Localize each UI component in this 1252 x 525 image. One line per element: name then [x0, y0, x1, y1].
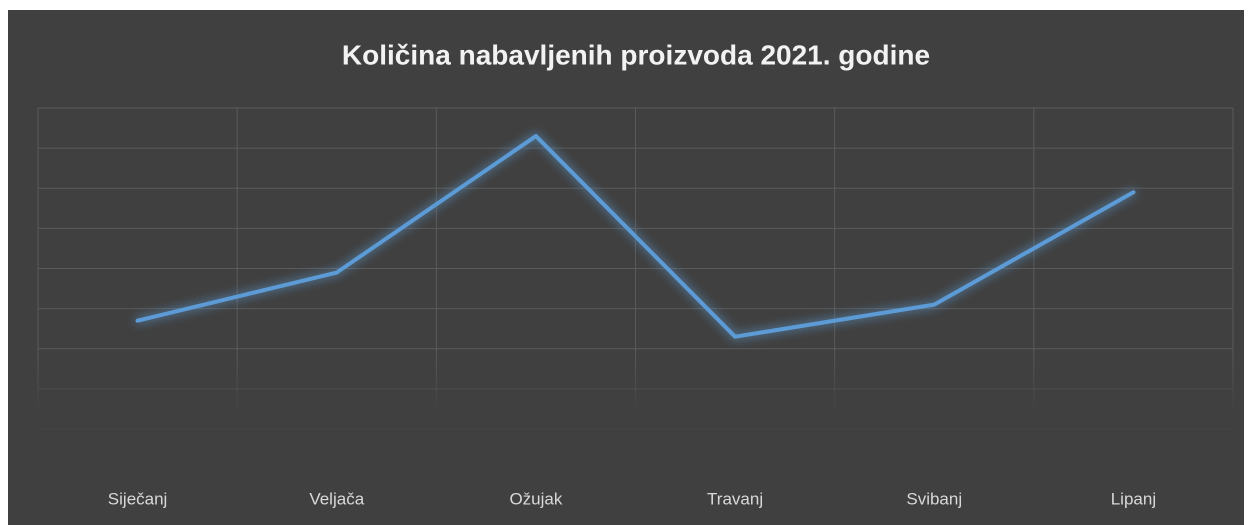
x-tick-label: Veljača — [309, 489, 364, 508]
x-tick-label: Travanj — [707, 489, 763, 508]
vertical-grid-line — [435, 108, 437, 414]
vertical-grid-line — [236, 108, 238, 414]
x-tick-label: Siječanj — [108, 489, 168, 508]
x-tick-label: Lipanj — [1111, 489, 1156, 508]
chart-background — [8, 10, 1244, 525]
x-tick-label: Ožujak — [509, 489, 562, 508]
vertical-grid-line — [635, 108, 636, 414]
vertical-grid-line — [1033, 108, 1035, 414]
data-line — [135, 134, 1136, 339]
chart-title: Količina nabavljenih proizvoda 2021. god… — [342, 39, 930, 70]
vertical-grid-line — [37, 108, 39, 414]
vertical-grid-line — [1232, 108, 1234, 414]
vertical-grid-line — [834, 108, 836, 414]
x-tick-label: Svibanj — [906, 489, 962, 508]
